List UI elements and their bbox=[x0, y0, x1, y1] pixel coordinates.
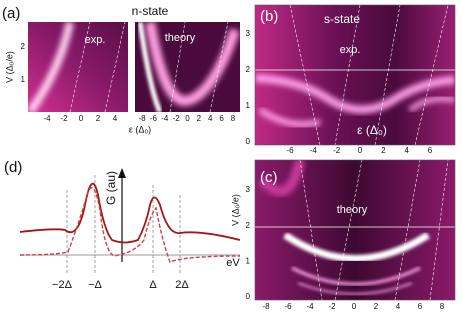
panel-label: (c) bbox=[260, 169, 278, 186]
x-tick-label: −Δ bbox=[88, 279, 102, 291]
frame-c bbox=[254, 159, 456, 301]
annotation: theory bbox=[165, 32, 196, 44]
panel-title: s-state bbox=[324, 12, 360, 26]
x-tick-label: 4 bbox=[396, 302, 401, 311]
x-tick-label: 0 bbox=[352, 302, 357, 311]
x-tick-label: 0 bbox=[185, 114, 190, 123]
y-tick-label: 2 bbox=[21, 42, 26, 51]
x-tick-label: -4 bbox=[161, 114, 169, 123]
y-tick-label: 3 bbox=[246, 29, 251, 38]
spectrum-d bbox=[19, 168, 241, 275]
y-tick-label: 1 bbox=[21, 75, 26, 84]
x-tick-label: 0 bbox=[79, 114, 84, 123]
x-tick-label: -8 bbox=[262, 302, 270, 311]
y-tick-label: 1 bbox=[246, 101, 251, 110]
x-tick-label: 4 bbox=[113, 114, 118, 123]
y-tick-label: 2 bbox=[246, 65, 251, 74]
x-tick-label: Δ bbox=[149, 279, 157, 291]
x-label: ε (Δ₀) bbox=[357, 123, 387, 137]
x-tick-label: 2 bbox=[96, 114, 101, 123]
x-tick-label: 2 bbox=[374, 302, 379, 311]
annotation: exp. bbox=[340, 44, 361, 56]
annotation: theory bbox=[337, 204, 368, 216]
x-tick-label: -4 bbox=[306, 302, 314, 311]
heatmap-b bbox=[255, 5, 455, 145]
x-tick-label: -4 bbox=[43, 114, 51, 123]
x-tick-label: -2 bbox=[60, 114, 68, 123]
x-tick-label: 6 bbox=[418, 302, 423, 311]
y-tick-label: 1 bbox=[246, 256, 251, 265]
heatmap-c bbox=[255, 160, 455, 300]
frame-b bbox=[254, 4, 456, 146]
x-tick-label: 6 bbox=[428, 146, 433, 155]
y-tick-label: 3 bbox=[246, 185, 251, 194]
x-label: ε (Δ₀) bbox=[129, 124, 151, 134]
y-label: V (Δ₀/e) bbox=[230, 194, 240, 226]
x-tick-label: 4 bbox=[404, 146, 409, 155]
x-tick-label: 2 bbox=[381, 146, 386, 155]
y-label: G (au) bbox=[104, 171, 118, 205]
y-tick-label: 0 bbox=[246, 292, 251, 301]
x-tick-label: -4 bbox=[310, 146, 318, 155]
x-tick-label: 6 bbox=[219, 114, 224, 123]
heatmap-a-exp bbox=[28, 22, 128, 112]
annotation: exp. bbox=[85, 34, 106, 46]
x-tick-label: -8 bbox=[138, 114, 146, 123]
x-label: eV bbox=[226, 257, 240, 269]
x-tick-label: -6 bbox=[150, 114, 158, 123]
x-tick-label: -2 bbox=[173, 114, 181, 123]
x-tick-label: -6 bbox=[284, 302, 292, 311]
x-tick-label: -2 bbox=[333, 146, 341, 155]
x-tick-label: -6 bbox=[286, 146, 294, 155]
y-label: V (Δ₀/e) bbox=[4, 51, 14, 83]
x-tick-label: 0 bbox=[358, 146, 363, 155]
heatmap-a-theory bbox=[135, 22, 240, 112]
x-tick-label: 2Δ bbox=[175, 279, 189, 291]
x-tick-label: 2 bbox=[197, 114, 202, 123]
y-tick-label: 0 bbox=[246, 137, 251, 146]
x-tick-label: 8 bbox=[440, 302, 445, 311]
panel-title: n-state bbox=[132, 4, 169, 18]
panel-label: (d) bbox=[4, 159, 22, 176]
x-tick-label: 4 bbox=[208, 114, 213, 123]
x-tick-label: -2 bbox=[328, 302, 336, 311]
x-tick-label: −2Δ bbox=[52, 279, 73, 291]
panel-label: (a) bbox=[2, 5, 20, 22]
y-tick-label: 2 bbox=[246, 221, 251, 230]
x-tick-label: 8 bbox=[231, 114, 236, 123]
panel-label: (b) bbox=[260, 8, 278, 25]
